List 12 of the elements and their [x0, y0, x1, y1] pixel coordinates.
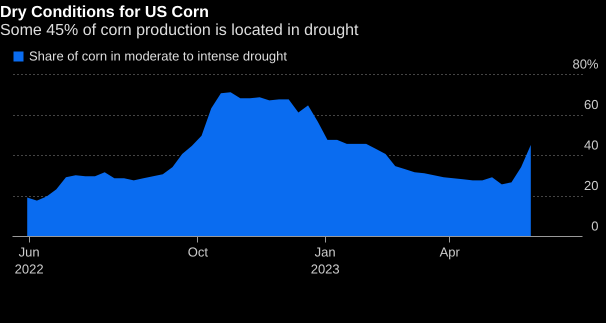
x-tick-label: Jan 2023 — [310, 244, 340, 276]
chart-title: Dry Conditions for US Corn — [0, 4, 209, 21]
chart-subtitle: Some 45% of corn production is located in drought — [0, 22, 359, 39]
y-tick-label: 40 — [584, 138, 598, 152]
y-tick-label: 0 — [591, 218, 598, 234]
x-tick-label: Oct — [188, 244, 208, 260]
legend-label: Share of corn in moderate to intense drought — [29, 48, 288, 64]
x-tick-label: Apr — [440, 244, 460, 260]
x-tick-label: Jun 2022 — [14, 244, 44, 276]
y-tick-label: 60 — [584, 97, 598, 112]
y-tick-label: 20 — [584, 178, 598, 193]
y-tick-label: 80% — [572, 56, 599, 72]
